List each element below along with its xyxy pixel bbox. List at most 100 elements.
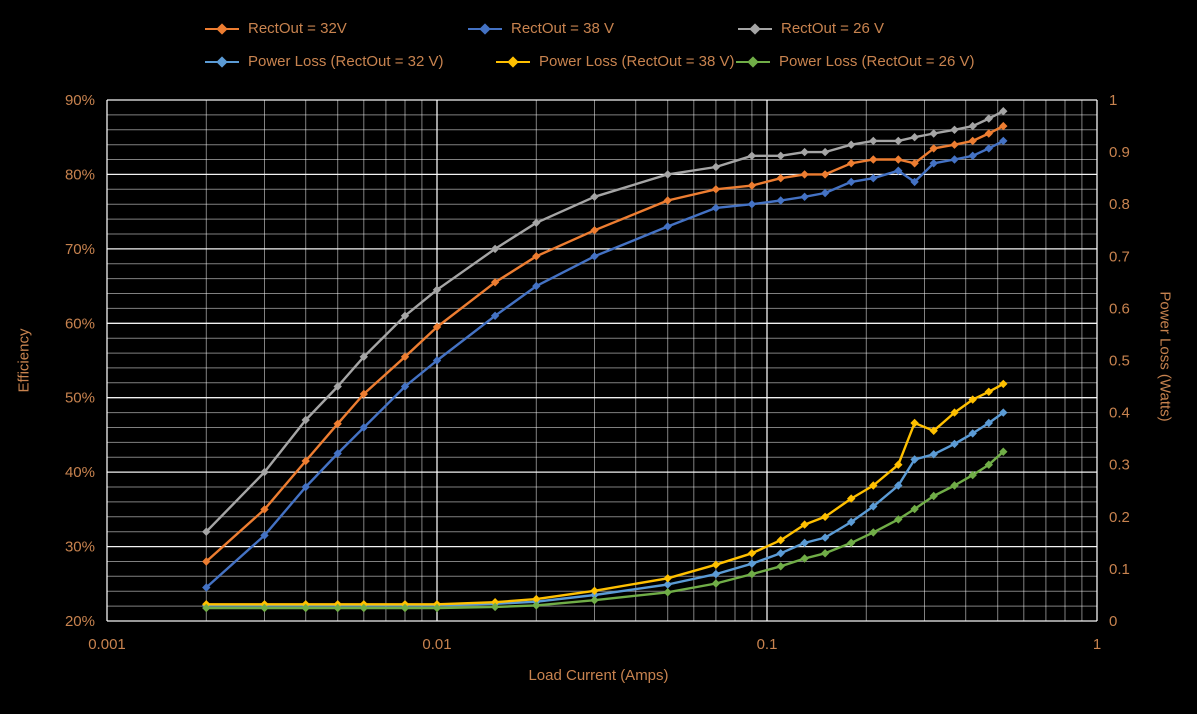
series-marker-1 — [260, 531, 269, 540]
series-line-5 — [205, 450, 1005, 610]
series-marker-2 — [869, 136, 878, 146]
y-right-tick-label: 0.7 — [1109, 248, 1130, 265]
series-marker-1 — [800, 192, 809, 201]
series-marker-5 — [590, 596, 599, 605]
series-marker-5 — [820, 549, 830, 558]
series-marker-1 — [490, 311, 500, 320]
series-marker-1 — [776, 196, 785, 205]
series-marker-4 — [800, 520, 809, 529]
series-marker-1 — [929, 159, 938, 168]
series-marker-4 — [910, 418, 919, 428]
x-tick-label: 1 — [1093, 636, 1101, 653]
series-marker-2 — [711, 162, 721, 172]
legend-item-powerloss-32v: Power Loss (RectOut = 32 V) — [205, 53, 496, 70]
series-marker-3 — [984, 418, 993, 428]
series-marker-5 — [663, 588, 672, 597]
series-marker-5 — [532, 601, 541, 610]
series-marker-1 — [747, 200, 757, 209]
y-left-tick-label: 70% — [65, 241, 95, 258]
series-marker-3 — [847, 517, 856, 527]
series-marker-1 — [202, 583, 211, 592]
legend-item-rectout-26v: RectOut = 26 V — [738, 20, 884, 37]
y-right-tick-label: 0.3 — [1109, 457, 1130, 474]
series-marker-1 — [869, 174, 878, 183]
series-marker-3 — [968, 429, 977, 438]
series-marker-1 — [820, 188, 830, 198]
series-marker-0 — [847, 159, 856, 168]
y-right-tick-label: 0.4 — [1109, 405, 1130, 422]
series-marker-5 — [999, 447, 1008, 456]
series-marker-3 — [776, 549, 785, 558]
series-marker-0 — [950, 140, 959, 149]
series-marker-2 — [968, 121, 977, 131]
series-marker-1 — [359, 423, 368, 432]
series-marker-0 — [333, 419, 342, 428]
series-marker-5 — [333, 603, 342, 613]
y-left-tick-label: 40% — [65, 464, 95, 481]
series-marker-5 — [301, 603, 310, 613]
series-marker-2 — [490, 244, 500, 254]
legend-item-rectout-32v: RectOut = 32V — [205, 20, 468, 37]
series-marker-2 — [260, 467, 269, 477]
series-marker-4 — [894, 460, 903, 469]
legend-label-powerloss-32v: Power Loss (RectOut = 32 V) — [248, 53, 444, 70]
series-marker-2 — [532, 218, 541, 227]
series-marker-4 — [847, 494, 856, 503]
series-marker-3 — [711, 569, 721, 579]
series-marker-0 — [711, 185, 721, 194]
series-marker-0 — [260, 505, 269, 514]
series-marker-1 — [847, 177, 856, 187]
series-marker-1 — [400, 382, 410, 391]
y-left-tick-label: 60% — [65, 315, 95, 332]
series-marker-2 — [590, 192, 599, 201]
series-marker-5 — [950, 481, 959, 490]
series-marker-5 — [359, 603, 368, 613]
y-right-tick-label: 0.6 — [1109, 300, 1130, 317]
legend-row-1: RectOut = 32V RectOut = 38 V RectOut = 2… — [205, 20, 884, 37]
series-marker-2 — [999, 107, 1008, 116]
series-marker-4 — [590, 586, 599, 595]
y-right-tick-label: 0 — [1109, 613, 1117, 630]
series-marker-5 — [711, 579, 721, 588]
series-marker-4 — [968, 395, 977, 404]
legend-marker-rectout-38v-icon — [468, 23, 502, 35]
legend-row-2: Power Loss (RectOut = 32 V) Power Loss (… — [205, 53, 975, 70]
series-marker-5 — [747, 569, 757, 579]
series-marker-3 — [999, 408, 1008, 417]
series-marker-2 — [776, 151, 785, 160]
series-marker-3 — [894, 481, 903, 490]
series-marker-4 — [999, 379, 1008, 389]
series-marker-4 — [984, 387, 993, 396]
series-marker-5 — [260, 603, 269, 613]
series-line-1 — [205, 139, 1005, 589]
series-marker-5 — [800, 554, 809, 563]
series-marker-0 — [800, 170, 809, 179]
series-marker-0 — [984, 129, 993, 138]
x-tick-label: 0.001 — [88, 636, 126, 653]
series-marker-2 — [333, 382, 342, 391]
series-marker-5 — [400, 603, 410, 613]
series-marker-0 — [301, 456, 310, 466]
legend-item-powerloss-26v: Power Loss (RectOut = 26 V) — [736, 53, 975, 70]
series-marker-2 — [359, 352, 368, 361]
series-marker-0 — [894, 155, 903, 164]
series-marker-1 — [333, 449, 342, 458]
series-marker-0 — [590, 226, 599, 235]
series-marker-0 — [202, 557, 211, 566]
series-marker-4 — [776, 536, 785, 545]
series-marker-4 — [747, 549, 757, 558]
y-left-tick-label: 50% — [65, 390, 95, 407]
legend-marker-powerloss-32v-icon — [205, 56, 239, 68]
series-marker-5 — [984, 460, 993, 469]
series-marker-4 — [950, 408, 959, 417]
series-marker-3 — [800, 538, 809, 548]
series-marker-0 — [490, 278, 500, 287]
legend-label-powerloss-26v: Power Loss (RectOut = 26 V) — [779, 53, 975, 70]
y-axis-left-title: Efficiency — [15, 328, 33, 393]
series-marker-1 — [711, 203, 721, 213]
y-right-tick-label: 0.9 — [1109, 144, 1130, 161]
series-marker-1 — [999, 136, 1008, 146]
legend-label-rectout-38v: RectOut = 38 V — [511, 20, 614, 37]
legend-marker-powerloss-26v-icon — [736, 56, 770, 68]
